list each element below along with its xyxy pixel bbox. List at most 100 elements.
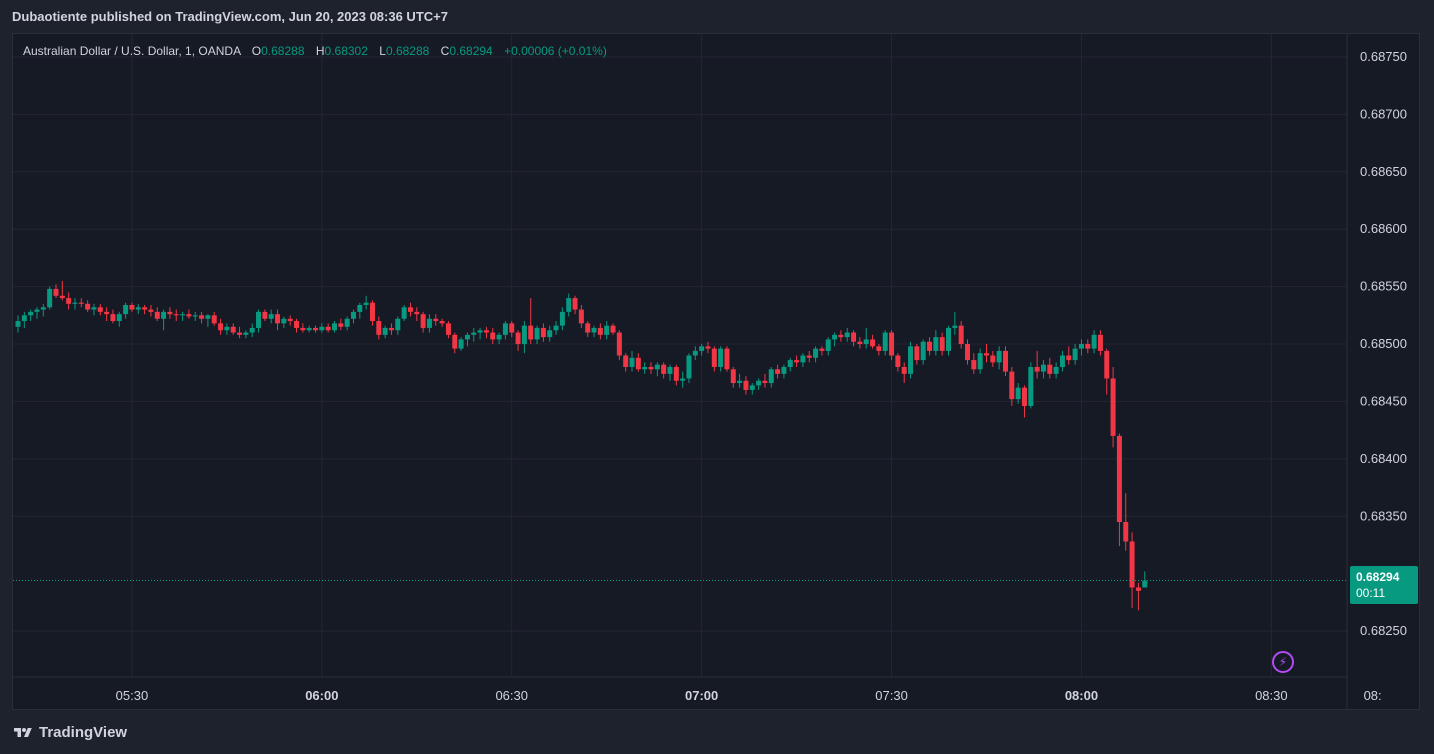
symbol-name: Australian Dollar / U.S. Dollar, 1, OAND… xyxy=(23,44,241,58)
candle xyxy=(604,321,610,340)
candle xyxy=(566,293,572,317)
candle-body xyxy=(218,323,224,331)
candle-body xyxy=(749,385,755,390)
candle xyxy=(768,366,774,388)
time-tick-label: 08:00 xyxy=(1065,688,1098,703)
candle xyxy=(591,325,597,338)
high-value: 0.68302 xyxy=(324,44,368,58)
candle-body xyxy=(338,323,344,327)
candle xyxy=(104,307,110,322)
candle xyxy=(28,309,34,322)
candle-body xyxy=(21,315,27,322)
candle xyxy=(781,364,787,379)
candle xyxy=(699,344,705,356)
candle xyxy=(813,346,819,363)
candle xyxy=(281,316,287,328)
candle xyxy=(433,314,439,326)
candlestick-chart[interactable]: 0.68750 0.68700 0.68650 0.68600 0.68550 0.685… xyxy=(13,34,1419,709)
candle xyxy=(363,295,369,310)
candle-body xyxy=(401,307,407,319)
price-tick-label: 0.68500 xyxy=(1360,336,1407,351)
candle xyxy=(800,353,806,367)
candle xyxy=(927,337,933,356)
time-tick-label: 06:30 xyxy=(495,688,528,703)
candle-body xyxy=(1116,435,1122,522)
candle-body xyxy=(1072,348,1078,361)
candle xyxy=(388,323,394,335)
candle-body xyxy=(673,366,679,381)
candle-body xyxy=(952,325,958,328)
candle xyxy=(477,327,483,340)
brand-name: TradingView xyxy=(39,724,128,741)
candle xyxy=(21,311,27,328)
candle-body xyxy=(851,332,857,342)
price-tick-label: 0.68650 xyxy=(1360,164,1407,179)
candle-body xyxy=(946,327,952,351)
candle-body xyxy=(1142,580,1148,588)
candle-body xyxy=(78,302,84,304)
candle-body xyxy=(319,326,325,331)
low-label: L xyxy=(379,44,386,58)
candle xyxy=(15,315,21,333)
footer-brand[interactable]: TradingView xyxy=(12,724,127,741)
candle xyxy=(1015,383,1021,404)
price-axis: 0.68750 0.68700 0.68650 0.68600 0.68550 0.685… xyxy=(1360,49,1407,638)
candle-body xyxy=(635,357,641,370)
time-axis: 05:30 06:00 06:30 07:00 07:30 08:00 08:30 08: xyxy=(116,688,1382,703)
candle-body xyxy=(59,295,65,299)
candle xyxy=(832,332,838,347)
candle-body xyxy=(471,332,477,335)
candle-body xyxy=(275,314,281,324)
price-tick-label: 0.68250 xyxy=(1360,623,1407,638)
candle xyxy=(471,327,477,342)
candle xyxy=(1135,582,1141,611)
candle xyxy=(205,314,211,327)
candle-body xyxy=(730,369,736,384)
candle-body xyxy=(920,341,926,361)
candle xyxy=(243,330,249,339)
candle-body xyxy=(28,311,34,316)
candle xyxy=(648,362,654,374)
candle xyxy=(1123,493,1129,551)
candle-body xyxy=(794,360,800,363)
candle-body xyxy=(521,325,527,345)
time-tick-label: 08: xyxy=(1364,688,1382,703)
candle-body xyxy=(1028,366,1034,407)
candle xyxy=(718,346,724,372)
candle xyxy=(623,353,629,372)
time-tick-label: 07:30 xyxy=(875,688,908,703)
candle xyxy=(572,295,578,315)
candle-body xyxy=(294,321,300,328)
candle-body xyxy=(515,332,521,345)
lightning-icon[interactable]: ⚡ xyxy=(1272,651,1294,673)
candle xyxy=(439,318,445,327)
candle xyxy=(990,350,996,367)
candle-body xyxy=(464,334,470,340)
candle-body xyxy=(256,311,262,328)
candle-body xyxy=(376,321,382,335)
candle xyxy=(110,309,116,324)
candle-body xyxy=(1097,334,1103,351)
symbol-legend[interactable]: Australian Dollar / U.S. Dollar, 1, OAND… xyxy=(23,44,607,58)
candle-body xyxy=(439,321,445,324)
candle-body xyxy=(705,346,711,349)
candle xyxy=(395,316,401,335)
candle-body xyxy=(426,318,432,328)
time-tick-label: 05:30 xyxy=(116,688,149,703)
candle xyxy=(154,307,160,322)
candle xyxy=(946,325,952,356)
candle xyxy=(249,323,255,338)
candle xyxy=(1091,330,1097,354)
open-label: O xyxy=(251,44,262,58)
chart-area[interactable]: 0.68750 0.68700 0.68650 0.68600 0.68550 0.685… xyxy=(12,33,1420,710)
candle xyxy=(996,346,1002,370)
candle xyxy=(743,376,749,395)
candle-body xyxy=(711,348,717,367)
candle xyxy=(218,318,224,335)
candle xyxy=(502,321,508,340)
candle-body xyxy=(1104,350,1110,379)
candle-body xyxy=(889,332,895,356)
candle xyxy=(673,364,679,386)
candle xyxy=(287,315,293,326)
candle-body xyxy=(287,318,293,322)
